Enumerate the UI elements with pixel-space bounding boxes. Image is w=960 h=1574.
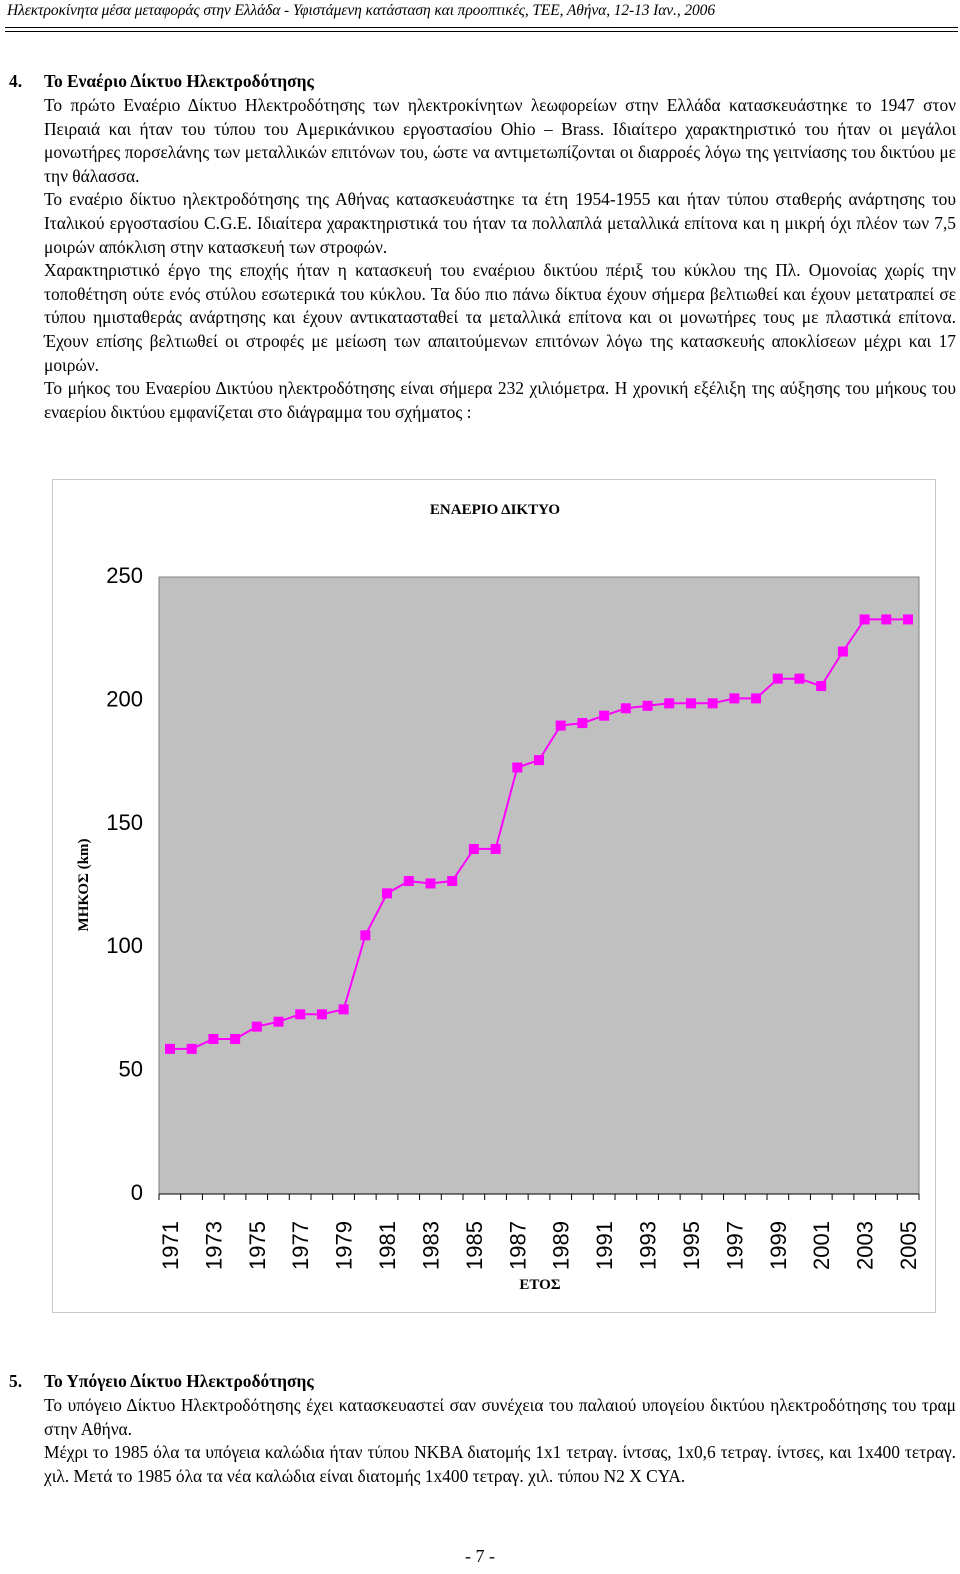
data-point-marker [707, 698, 718, 709]
section-5-heading: 5. Το Υπόγειο Δίκτυο Ηλεκτροδότησης [9, 1371, 314, 1392]
paragraph: Μέχρι το 1985 όλα τα υπόγεια καλώδια ήτα… [44, 1442, 956, 1486]
x-tick-label: 1993 [636, 1221, 661, 1270]
paragraph: Το μήκος του Εναερίου Δικτύου ηλεκτροδότ… [44, 378, 956, 422]
data-point-marker [360, 930, 371, 941]
data-point-marker [881, 614, 892, 625]
data-point-marker [382, 888, 393, 899]
data-point-marker [642, 700, 653, 711]
x-tick-marks [158, 1194, 920, 1200]
y-tick-label: 50 [119, 1057, 143, 1082]
x-tick-labels: 1971 1973 1975 1977 1979 1981 1983 1985 1987 1989… [158, 1221, 921, 1270]
x-tick-label: 1975 [245, 1221, 270, 1270]
x-tick-label: 1973 [201, 1221, 226, 1270]
x-tick-label: 1977 [288, 1221, 313, 1270]
y-tick-label: 250 [106, 563, 143, 588]
data-point-marker [794, 673, 805, 684]
y-tick-label: 100 [106, 933, 143, 958]
x-tick-label: 1985 [462, 1221, 487, 1270]
x-tick-label: 1991 [592, 1221, 617, 1270]
page-number: - 7 - [465, 1546, 495, 1566]
data-point-marker [186, 1043, 197, 1054]
x-tick-label: 1981 [375, 1221, 400, 1270]
paragraph: Χαρακτηριστικό έργο της εποχής ήταν η κα… [44, 260, 956, 375]
section-5-number: 5. [9, 1371, 23, 1391]
header-rule-double [5, 31, 958, 32]
data-point-marker [490, 843, 501, 854]
data-point-marker [816, 681, 827, 692]
data-point-marker [685, 698, 696, 709]
line-chart: ΕΝΑΕΡΙΟ ΔΙΚΤΥΟ ΜΗΚΟΣ (km) ΕΤΟΣ 0 50 100 150… [76, 502, 921, 1293]
chart-title: ΕΝΑΕΡΙΟ ΔΙΚΤΥΟ [430, 502, 560, 518]
running-head: Ηλεκτροκίνητα μέσα μεταφοράς στην Ελλάδα… [7, 2, 715, 19]
y-tick-label: 150 [106, 810, 143, 835]
data-point-marker [577, 718, 588, 729]
x-tick-label: 1979 [332, 1221, 357, 1270]
y-tick-labels: 0 50 100 150 200 250 [106, 563, 143, 1205]
x-tick-label: 1995 [679, 1221, 704, 1270]
data-point-marker [316, 1009, 327, 1020]
data-point-marker [425, 878, 436, 889]
paragraph: Το υπόγειο Δίκτυο Ηλεκτροδότησης έχει κα… [44, 1395, 956, 1439]
data-point-marker [338, 1004, 349, 1015]
data-point-marker [295, 1009, 306, 1020]
x-tick-label: 1989 [549, 1221, 574, 1270]
data-point-marker [751, 693, 762, 704]
data-point-marker [403, 876, 414, 887]
section-4-number: 4. [9, 71, 23, 91]
section-5-title: Το Υπόγειο Δίκτυο Ηλεκτροδότησης [44, 1371, 314, 1391]
x-axis-title: ΕΤΟΣ [519, 1277, 560, 1293]
header-rule [5, 27, 958, 28]
data-point-marker [664, 698, 675, 709]
data-point-marker [729, 693, 740, 704]
y-tick-label: 0 [131, 1180, 143, 1205]
chart-figure: ΕΝΑΕΡΙΟ ΔΙΚΤΥΟ ΜΗΚΟΣ (km) ΕΤΟΣ 0 50 100 150… [52, 479, 936, 1313]
data-point-marker [512, 762, 523, 773]
data-point-marker [273, 1016, 284, 1027]
section-4-body: Το πρώτο Εναέριο Δίκτυο Ηλεκτροδότησης τ… [44, 94, 956, 424]
y-axis-title: ΜΗΚΟΣ (km) [76, 839, 92, 932]
section-4-heading: 4. Το Εναέριο Δίκτυο Ηλεκτροδότησης [9, 71, 314, 92]
data-point-marker [903, 614, 913, 625]
data-point-marker [230, 1033, 241, 1044]
data-point-marker [599, 710, 610, 721]
section-5-body: Το υπόγειο Δίκτυο Ηλεκτροδότησης έχει κα… [44, 1394, 956, 1488]
data-point-marker [165, 1043, 175, 1054]
data-point-marker [620, 703, 631, 714]
x-tick-label: 2005 [896, 1221, 921, 1270]
y-tick-label: 200 [106, 686, 143, 711]
paragraph: Το πρώτο Εναέριο Δίκτυο Ηλεκτροδότησης τ… [44, 95, 956, 186]
x-tick-label: 1997 [722, 1221, 747, 1270]
data-point-marker [208, 1033, 219, 1044]
paragraph: Το εναέριο δίκτυο ηλεκτροδότησης της Αθή… [44, 189, 956, 257]
x-tick-label: 1971 [158, 1221, 183, 1270]
data-point-marker [251, 1021, 262, 1032]
data-point-marker [859, 614, 870, 625]
x-tick-label: 1987 [505, 1221, 530, 1270]
data-point-marker [468, 843, 479, 854]
plot-area [158, 576, 920, 1195]
data-point-marker [772, 673, 783, 684]
series-line-group [165, 614, 913, 1054]
x-tick-label: 2003 [853, 1221, 878, 1270]
x-tick-label: 1983 [418, 1221, 443, 1270]
data-point-marker [555, 720, 566, 731]
x-tick-label: 2001 [809, 1221, 834, 1270]
x-tick-label: 1999 [766, 1221, 791, 1270]
data-point-marker [447, 876, 458, 887]
data-point-marker [534, 755, 544, 766]
section-4-title: Το Εναέριο Δίκτυο Ηλεκτροδότησης [44, 71, 314, 91]
data-point-marker [837, 646, 848, 657]
